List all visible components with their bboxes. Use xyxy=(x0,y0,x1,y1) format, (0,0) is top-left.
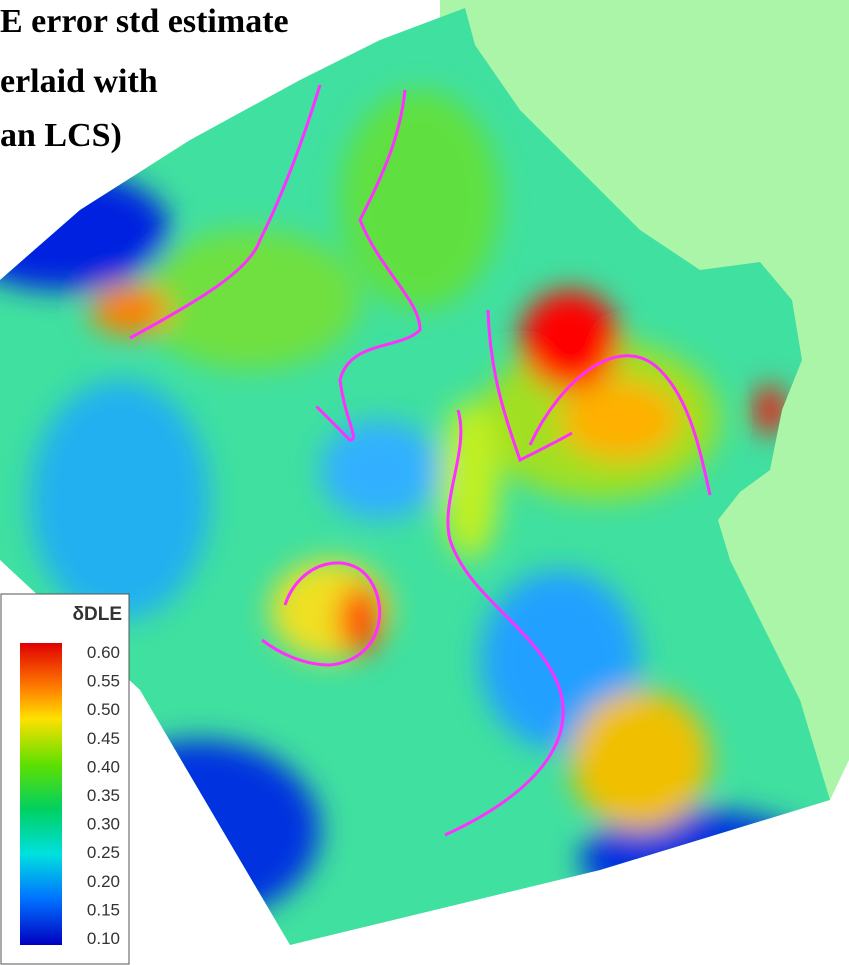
map-figure: E error std estimate erlaid with an LCS)… xyxy=(0,0,849,965)
legend-tick: 0.40 xyxy=(87,757,120,776)
legend-tick: 0.35 xyxy=(87,786,120,805)
color-bar xyxy=(20,643,62,945)
legend-tick: 0.20 xyxy=(87,872,120,891)
title-line: an LCS) xyxy=(0,117,122,154)
legend-tick: 0.45 xyxy=(87,729,120,748)
legend-tick: 0.25 xyxy=(87,843,120,862)
page: E error std estimate erlaid with an LCS)… xyxy=(0,0,849,965)
legend-tick: 0.30 xyxy=(87,815,120,834)
legend: δDLE 0.60 0.55 0.50 0.45 0.40 0.35 0.30 0.25 0.2… xyxy=(1,594,129,964)
legend-title: δDLE xyxy=(72,604,122,625)
title-line: erlaid with xyxy=(0,63,158,100)
legend-tick: 0.10 xyxy=(87,929,120,948)
legend-tick: 0.55 xyxy=(87,672,120,691)
legend-tick: 0.60 xyxy=(87,643,120,662)
legend-tick: 0.15 xyxy=(87,900,120,919)
title-line: E error std estimate xyxy=(0,3,289,40)
legend-tick: 0.50 xyxy=(87,700,120,719)
